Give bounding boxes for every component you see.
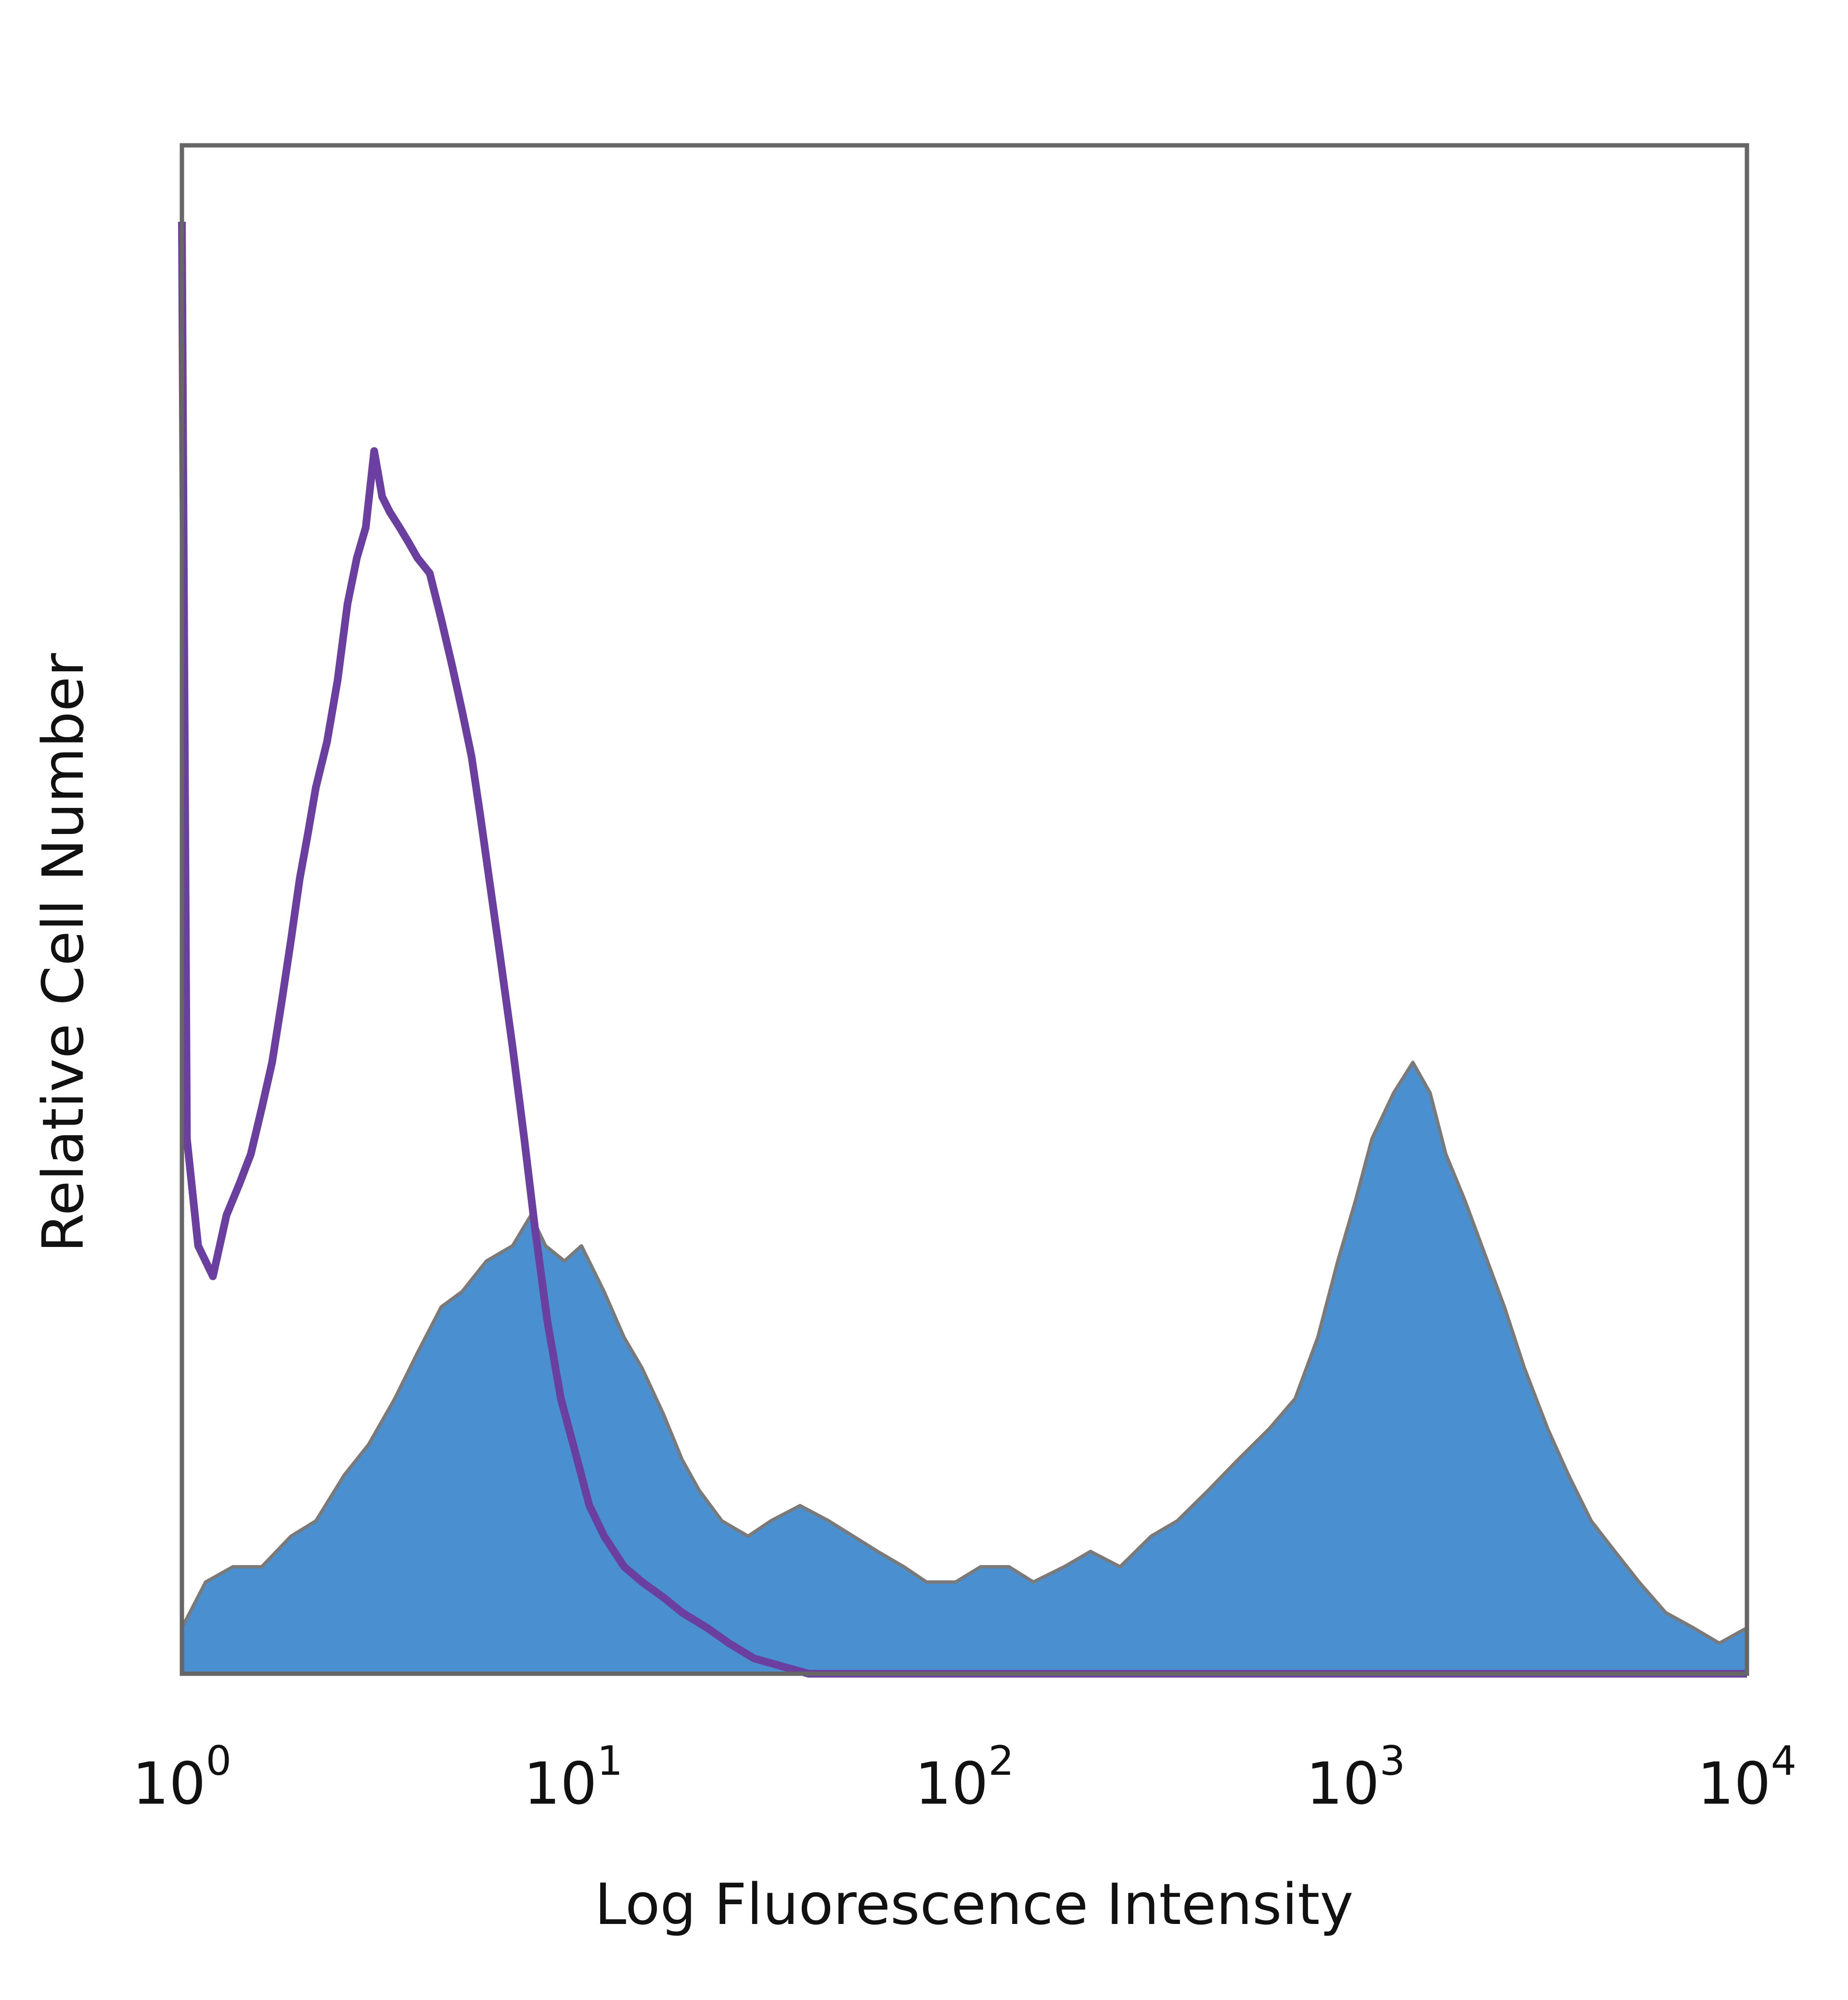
y-axis-label: Relative Cell Number bbox=[30, 653, 96, 1253]
x-tick-label: 102 bbox=[915, 1737, 1014, 1818]
x-tick-exponent: 3 bbox=[1380, 1737, 1405, 1784]
x-tick-label: 103 bbox=[1306, 1737, 1405, 1818]
x-tick-label: 101 bbox=[524, 1737, 623, 1818]
histogram-series-1-edge bbox=[180, 1061, 1748, 1645]
x-tick-label: 104 bbox=[1697, 1737, 1797, 1818]
plot-area bbox=[178, 221, 1748, 1678]
x-tick-exponent: 1 bbox=[597, 1737, 623, 1784]
x-tick-base: 10 bbox=[132, 1751, 206, 1818]
x-axis-ticks: 100 101 102 103 104 bbox=[132, 1737, 1797, 1818]
x-tick-exponent: 2 bbox=[988, 1737, 1014, 1784]
x-tick-exponent: 0 bbox=[206, 1737, 231, 1784]
x-tick-base: 10 bbox=[524, 1751, 597, 1818]
x-axis-label: Log Fluorescence Intensity bbox=[595, 1871, 1354, 1937]
x-tick-label: 100 bbox=[132, 1737, 231, 1818]
histogram-series-1-fill bbox=[182, 1062, 1747, 1674]
x-tick-base: 10 bbox=[915, 1751, 988, 1818]
x-tick-exponent: 4 bbox=[1771, 1737, 1797, 1784]
x-tick-base: 10 bbox=[1306, 1751, 1380, 1818]
plot-frame bbox=[180, 143, 1749, 1676]
x-tick-base: 10 bbox=[1697, 1751, 1771, 1818]
histogram-series-2-line bbox=[178, 221, 1747, 1678]
